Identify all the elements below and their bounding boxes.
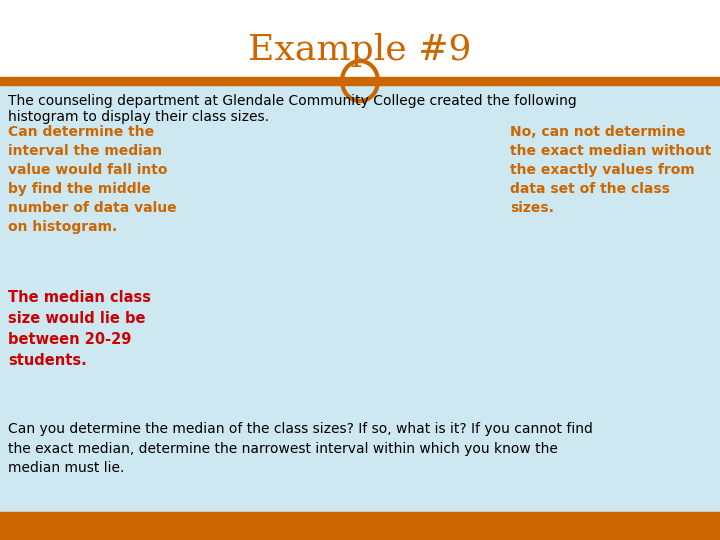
Text: 13: 13 bbox=[375, 381, 390, 391]
Text: 12: 12 bbox=[325, 318, 340, 328]
Bar bbox=[0, 85, 720, 512]
Text: 15: 15 bbox=[375, 318, 390, 328]
Text: 14: 14 bbox=[375, 350, 390, 360]
Text: 6: 6 bbox=[279, 286, 286, 296]
Text: 2: 2 bbox=[229, 350, 236, 360]
Bar bbox=[361, 307, 403, 402]
Text: The median class
size would lie be
between 20-29
students.: The median class size would lie be betwe… bbox=[8, 290, 151, 368]
Text: Example #9: Example #9 bbox=[248, 33, 472, 67]
Text: The counseling department at Glendale Community College created the following
hi: The counseling department at Glendale Co… bbox=[8, 94, 577, 124]
Text: 1: 1 bbox=[229, 381, 236, 391]
Bar bbox=[212, 339, 253, 402]
Text: No, can not determine
the exact median without
the exactly values from
data set : No, can not determine the exact median w… bbox=[510, 125, 711, 215]
X-axis label: Students: Students bbox=[290, 428, 347, 437]
Y-axis label: Frequency: Frequency bbox=[176, 254, 186, 315]
Bar bbox=[0, 77, 720, 85]
Text: 9: 9 bbox=[279, 191, 286, 201]
Text: Can you determine the median of the class sizes? If so, what is it? If you canno: Can you determine the median of the clas… bbox=[8, 422, 593, 475]
Text: 11: 11 bbox=[325, 350, 340, 360]
Bar bbox=[0, 512, 720, 540]
Bar bbox=[311, 307, 354, 402]
Bar bbox=[0, 0, 720, 80]
Bar bbox=[261, 180, 304, 402]
Text: 10: 10 bbox=[325, 381, 340, 391]
Text: 5: 5 bbox=[279, 318, 286, 328]
Text: 4: 4 bbox=[279, 350, 286, 360]
Text: 3: 3 bbox=[279, 381, 286, 391]
Text: Can determine the
interval the median
value would fall into
by find the middle
n: Can determine the interval the median va… bbox=[8, 125, 176, 234]
Title: Community College Class Sizes: Community College Class Sizes bbox=[228, 155, 410, 165]
Text: 8: 8 bbox=[279, 222, 286, 233]
Text: 7: 7 bbox=[279, 254, 286, 265]
